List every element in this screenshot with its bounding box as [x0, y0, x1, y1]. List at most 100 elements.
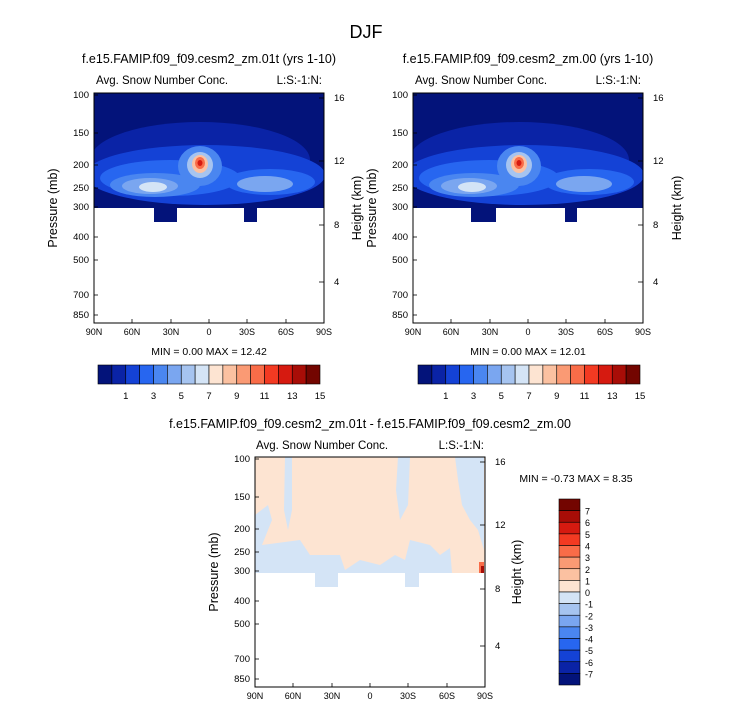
y-tick-label: 300 — [73, 202, 89, 213]
panel-subtitle-left: Avg. Snow Number Conc. — [96, 75, 228, 87]
colorbar-label: -1 — [585, 600, 593, 610]
colorbar-swatch — [305, 364, 321, 385]
contour-field-lower-block — [154, 208, 177, 222]
y-tick-label: 100 — [234, 454, 250, 465]
colorbar-label: 7 — [206, 391, 211, 402]
y-right-tick-labels: 16 12 8 4 — [495, 457, 506, 652]
y-tick-label: 150 — [73, 128, 89, 139]
y-tick-label: 850 — [392, 310, 408, 321]
y-right-tick-label: 12 — [495, 520, 506, 531]
figure-title: DJF — [350, 22, 383, 42]
x-tick-label: 0 — [206, 327, 211, 337]
x-tick-label: 90N — [405, 327, 422, 337]
contour-field — [255, 457, 485, 587]
panel-subtitle-left: Avg. Snow Number Conc. — [415, 75, 547, 87]
y-right-tick-label: 16 — [495, 457, 506, 468]
y-tick-labels: 100 150 200 250 300 400 500 700 850 — [73, 90, 89, 321]
colorbar-swatch — [558, 638, 581, 651]
y-tick-label: 400 — [392, 232, 408, 243]
colorbar-swatch — [208, 364, 224, 385]
colorbar-swatch — [194, 364, 210, 385]
colorbar-labels: 1 3 5 7 9 11 13 15 — [443, 391, 645, 402]
colorbar-swatch — [558, 545, 581, 558]
y-tick-label: 500 — [73, 255, 89, 266]
colorbar-label: 3 — [151, 391, 156, 402]
x-tick-label: 60N — [124, 327, 141, 337]
panel-subtitle-right: L:S:-1:N: — [439, 440, 484, 452]
x-tick-label: 30S — [400, 691, 416, 701]
colorbar-label: -7 — [585, 669, 593, 679]
x-tick-label: 0 — [525, 327, 530, 337]
colorbar-label: 13 — [287, 391, 298, 402]
y-tick-label: 150 — [392, 128, 408, 139]
y-tick-label: 200 — [234, 524, 250, 535]
colorbar-label: 0 — [585, 588, 590, 598]
colorbar-label: 11 — [260, 391, 270, 402]
y-tick-label: 400 — [73, 232, 89, 243]
colorbar-swatch — [473, 364, 488, 385]
colorbar-label: 2 — [585, 565, 590, 575]
x-tick-label: 30N — [482, 327, 499, 337]
colorbar-swatch — [558, 580, 581, 593]
colorbar-swatch — [417, 364, 433, 385]
y-tick-label: 700 — [234, 654, 250, 665]
colorbar: 1 3 5 7 9 11 13 15 — [417, 364, 645, 402]
colorbar-swatch — [558, 603, 581, 616]
colorbar: 1 3 5 7 9 11 13 15 — [97, 364, 325, 402]
y-tick-label: 300 — [392, 202, 408, 213]
y-tick-label: 700 — [73, 290, 89, 301]
y-axis-label: Pressure (mb) — [207, 532, 221, 611]
axis-ticks — [93, 94, 325, 323]
colorbar-swatch — [278, 364, 293, 385]
colorbar-label: -6 — [585, 658, 593, 668]
colorbar-label: 1 — [585, 576, 590, 586]
colorbar-label: 5 — [499, 391, 504, 402]
y-right-tick-label: 8 — [334, 220, 339, 231]
y-right-tick-label: 4 — [653, 277, 658, 288]
colorbar-swatch — [542, 364, 558, 385]
colorbar-swatch — [459, 364, 474, 385]
y-axis-label: Pressure (mb) — [365, 168, 379, 247]
y-tick-label: 250 — [234, 547, 250, 558]
colorbar-label: -4 — [585, 635, 593, 645]
colorbar-swatch — [264, 364, 279, 385]
colorbar-swatch — [139, 364, 154, 385]
colorbar-swatch — [598, 364, 613, 385]
x-tick-label: 60S — [597, 327, 613, 337]
colorbar-swatch — [291, 364, 307, 385]
colorbar-swatch — [558, 591, 581, 604]
y-tick-label: 700 — [392, 290, 408, 301]
colorbar-swatch — [97, 364, 113, 385]
colorbar-swatch — [153, 364, 168, 385]
contour-field — [413, 93, 643, 208]
colorbar-label: 4 — [585, 542, 590, 552]
panel-title: f.e15.FAMIP.f09_f09.cesm2_zm.00 (yrs 1-1… — [403, 52, 654, 66]
colorbar-swatch — [236, 364, 251, 385]
stats-label: MIN = -0.73 MAX = 8.35 — [519, 473, 632, 485]
colorbar-swatch — [558, 556, 581, 570]
y-tick-label: 200 — [73, 160, 89, 171]
colorbar-swatch — [556, 364, 571, 385]
colorbar-swatch — [125, 364, 140, 385]
x-tick-label: 90S — [316, 327, 332, 337]
colorbar-swatch — [625, 364, 641, 385]
y-right-tick-label: 12 — [334, 156, 345, 167]
y-tick-label: 500 — [234, 619, 250, 630]
colorbar-labels: 7 6 5 4 3 2 1 0 -1 -2 -3 -4 -5 -6 -7 — [585, 507, 593, 680]
colorbar-swatch — [558, 661, 581, 674]
stats-label: MIN = 0.00 MAX = 12.01 — [470, 346, 586, 358]
colorbar-label: 7 — [585, 507, 590, 517]
colorbar-swatch — [558, 614, 581, 628]
stats-label: MIN = 0.00 MAX = 12.42 — [151, 346, 267, 358]
y-tick-labels: 100 150 200 250 300 400 500 700 850 — [392, 90, 408, 321]
axis-ticks — [254, 458, 486, 687]
y-tick-label: 850 — [234, 674, 250, 685]
x-tick-labels: 90N 60N 30N 0 30S 60S 90S — [86, 327, 332, 337]
colorbar: 7 6 5 4 3 2 1 0 -1 -2 -3 -4 -5 -6 -7 — [558, 498, 593, 686]
y-tick-label: 100 — [73, 90, 89, 101]
x-tick-label: 60N — [285, 691, 302, 701]
colorbar-label: 13 — [607, 391, 618, 402]
panel-subtitle-left: Avg. Snow Number Conc. — [256, 440, 388, 452]
colorbar-swatch — [558, 568, 581, 581]
x-tick-label: 60S — [278, 327, 294, 337]
